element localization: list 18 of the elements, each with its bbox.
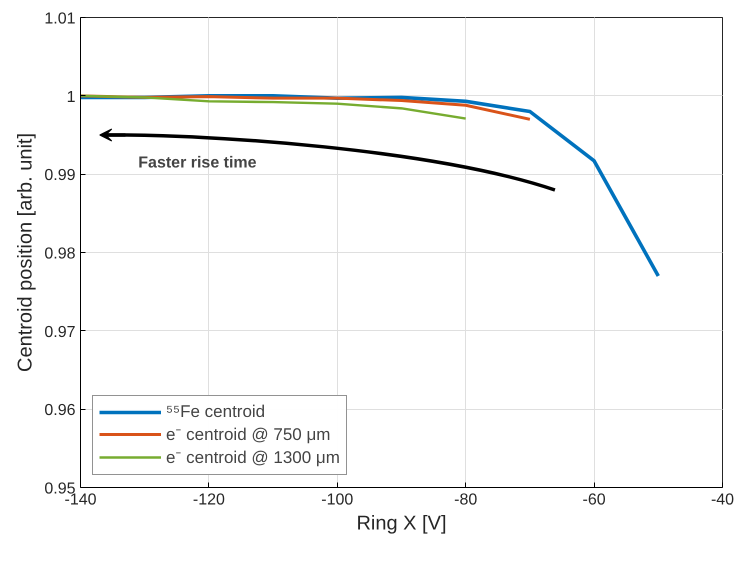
x-tick-label: -60	[582, 492, 606, 508]
y-axis-title: Centroid position [arb. unit]	[14, 132, 36, 372]
legend-label: ⁵⁵Fe centroid	[166, 402, 266, 422]
y-tick-label: 1.01	[44, 10, 76, 28]
y-tick-label: 1	[66, 88, 76, 106]
line-series	[80, 94, 467, 120]
x-tick-label: -100	[321, 492, 354, 508]
y-tick-label: 0.98	[44, 246, 76, 262]
legend-label: e⁻ centroid @ 750 μm	[166, 424, 330, 445]
y-tick-label: 0.99	[44, 167, 76, 184]
y-tick-label: 0.96	[44, 402, 76, 420]
annotation: Faster rise time	[138, 154, 257, 172]
legend-label: e⁻ centroid @ 1300 μm	[166, 447, 340, 468]
x-tick-label: -80	[454, 492, 478, 508]
x-axis-title: Ring X [V]	[356, 512, 447, 534]
x-tick-label: -40	[710, 492, 734, 508]
y-tick-label: 0.97	[44, 324, 76, 341]
x-tick-label: -120	[192, 492, 226, 508]
